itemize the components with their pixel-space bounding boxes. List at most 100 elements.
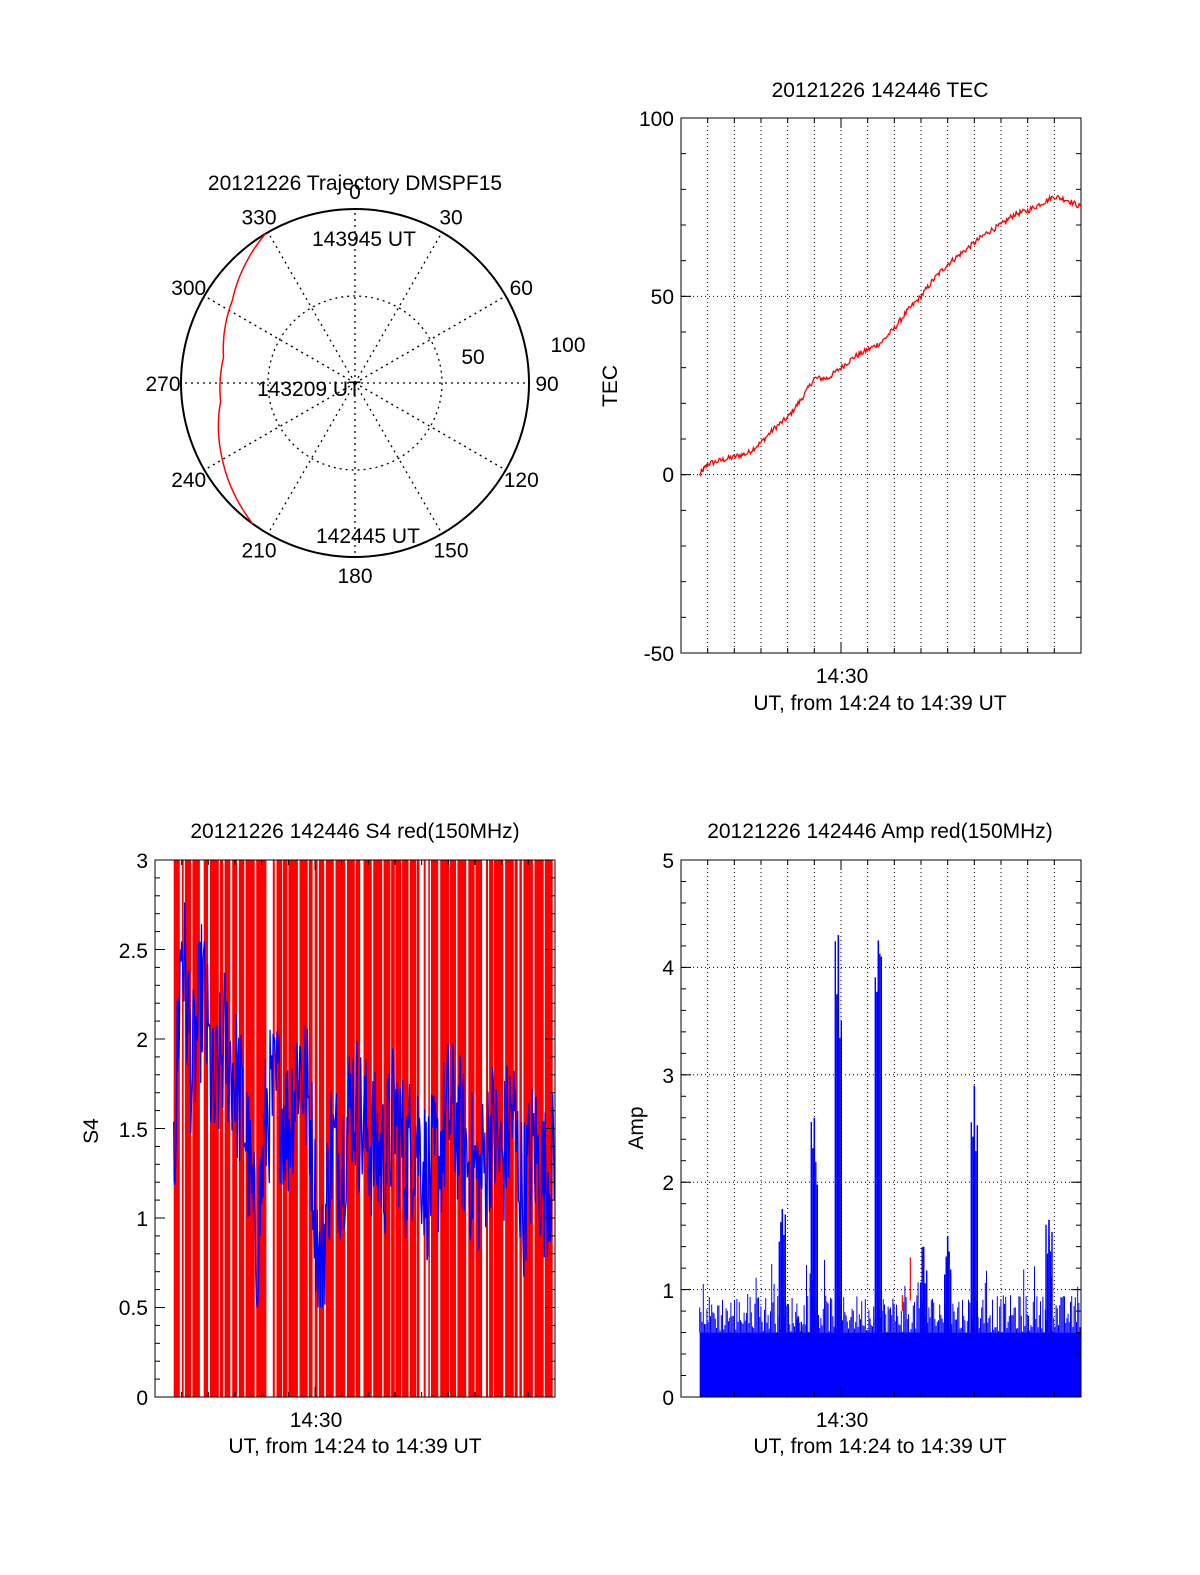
polar-angle-label-300: 300 [171, 277, 206, 300]
tec-title: 20121226 142446 TEC [772, 79, 989, 102]
s4-red-gap [230, 860, 233, 1397]
s4-red-gap [312, 860, 315, 1397]
tec-x-axis-label: UT, from 14:24 to 14:39 UT [753, 692, 1006, 715]
s4-x-axis-label: UT, from 14:24 to 14:39 UT [228, 1435, 481, 1458]
amp-y-tick-1: 1 [662, 1280, 674, 1303]
s4-red-gap [244, 860, 246, 1397]
s4-x-tick-1430: 14:30 [290, 1409, 343, 1432]
s4-red-gap [191, 860, 193, 1397]
s4-y-tick-1-5: 1.5 [119, 1119, 148, 1142]
s4-red-gap [223, 860, 225, 1397]
polar-panel: 20121226 Trajectory DMSPF15 0 30 60 90 120 15… [145, 172, 585, 588]
s4-y-tick-0-5: 0.5 [119, 1297, 148, 1320]
polar-spoke-330 [267, 231, 356, 384]
amp-baseline-fill [699, 1332, 1081, 1397]
polar-angle-label-180: 180 [337, 565, 372, 588]
polar-trajectory-line [217, 233, 266, 525]
s4-red-gap [208, 860, 210, 1397]
s4-red-gap [517, 860, 520, 1397]
s4-y-tick-0: 0 [136, 1387, 148, 1410]
polar-ring-50 [267, 295, 443, 471]
polar-angle-label-60: 60 [510, 277, 533, 300]
amp-y-tick-3: 3 [662, 1065, 674, 1088]
polar-spoke-60 [354, 295, 507, 384]
s4-red-gap [199, 860, 204, 1397]
amp-x-tick-1430: 14:30 [816, 1409, 869, 1432]
amp-x-axis-label: UT, from 14:24 to 14:39 UT [753, 1435, 1006, 1458]
s4-y-tick-2: 2 [136, 1029, 148, 1052]
s4-red-gap [254, 860, 257, 1397]
polar-angle-label-240: 240 [171, 469, 206, 492]
s4-y-tick-1: 1 [136, 1208, 148, 1231]
s4-red-gap [466, 860, 469, 1397]
s4-red-gap [474, 860, 476, 1397]
s4-y-tick-2-5: 2.5 [119, 940, 148, 963]
tec-y-tick-100: 100 [639, 108, 674, 131]
s4-red-gap [408, 860, 410, 1397]
tec-series-line [699, 194, 1082, 478]
s4-red-gap [429, 860, 431, 1397]
s4-red-gap [416, 860, 417, 1397]
polar-spoke-210 [267, 382, 356, 535]
s4-title: 20121226 142446 S4 red(150MHz) [190, 820, 519, 843]
amp-y-axis-label: Amp [625, 1106, 648, 1149]
polar-spoke-150 [354, 382, 443, 535]
tec-x-tick-1430: 14:30 [816, 665, 869, 688]
s4-red-gap [390, 860, 392, 1397]
polar-angle-label-210: 210 [241, 539, 276, 562]
tec-plot-frame [680, 117, 1082, 654]
s4-red-gap [317, 860, 319, 1397]
polar-angle-label-90: 90 [535, 373, 558, 396]
amp-red-series [901, 1257, 911, 1312]
polar-spoke-240 [203, 382, 356, 471]
s4-red-gap [274, 860, 277, 1397]
amp-y-tick-4: 4 [662, 957, 674, 980]
polar-angle-label-270: 270 [145, 373, 180, 396]
amp-ticks [681, 859, 1081, 1398]
polar-spoke-30 [354, 231, 443, 384]
s4-y-tick-3: 3 [136, 850, 148, 873]
s4-red-gap [425, 860, 429, 1397]
s4-red-gap [307, 860, 309, 1397]
polar-angle-label-330: 330 [241, 207, 276, 230]
s4-red-gap [438, 860, 441, 1397]
polar-title: 20121226 Trajectory DMSPF15 [208, 172, 502, 195]
tec-y-axis-label: TEC [599, 365, 622, 407]
s4-red-gap [482, 860, 486, 1397]
s4-red-gap [513, 860, 515, 1397]
tec-y-tick-50: 50 [651, 286, 674, 309]
trajectory-mid-label: 143209 UT [257, 378, 361, 401]
trajectory-end-label: 143945 UT [312, 228, 416, 251]
polar-angle-label-30: 30 [439, 207, 462, 230]
tec-grid [681, 117, 1081, 654]
polar-angle-label-150: 150 [433, 539, 468, 562]
amp-y-tick-2: 2 [662, 1172, 674, 1195]
tec-panel: 20121226 142446 TEC 100 50 0 -50 14:30 U… [599, 79, 1082, 715]
s4-y-axis-label: S4 [80, 1118, 103, 1144]
s4-red-gap [419, 860, 424, 1397]
tec-y-tick-minus50: -50 [644, 643, 674, 666]
amp-panel: 20121226 142446 Amp red(150MHz) 5 4 3 2 … [625, 820, 1082, 1458]
s4-red-gap [324, 860, 326, 1397]
s4-blue-series-line [173, 902, 555, 1308]
amp-plot-frame [680, 859, 1082, 1398]
polar-radius-label-100: 100 [550, 334, 585, 357]
s4-red-gap [345, 860, 347, 1397]
tec-y-tick-0: 0 [662, 464, 674, 487]
s4-red-gap [297, 860, 300, 1397]
s4-red-gap [183, 860, 185, 1397]
polar-radius-label-50: 50 [461, 346, 484, 369]
s4-red-gap [179, 860, 182, 1397]
s4-red-gap [333, 860, 336, 1397]
s4-ticks [155, 859, 555, 1398]
trajectory-start-label: 142445 UT [316, 525, 420, 548]
amp-blue-series [699, 935, 1081, 1397]
s4-red-gap [521, 860, 524, 1397]
amp-y-tick-0: 0 [662, 1387, 674, 1410]
s4-panel: 20121226 142446 S4 red(150MHz) 3 2.5 2 1… [80, 820, 556, 1458]
polar-angle-labels: 0 30 60 90 120 150 180 210 240 270 300 330 [145, 181, 558, 588]
polar-angle-label-0: 0 [349, 181, 361, 204]
amp-title: 20121226 142446 Amp red(150MHz) [707, 820, 1053, 843]
polar-spoke-120 [354, 382, 507, 471]
